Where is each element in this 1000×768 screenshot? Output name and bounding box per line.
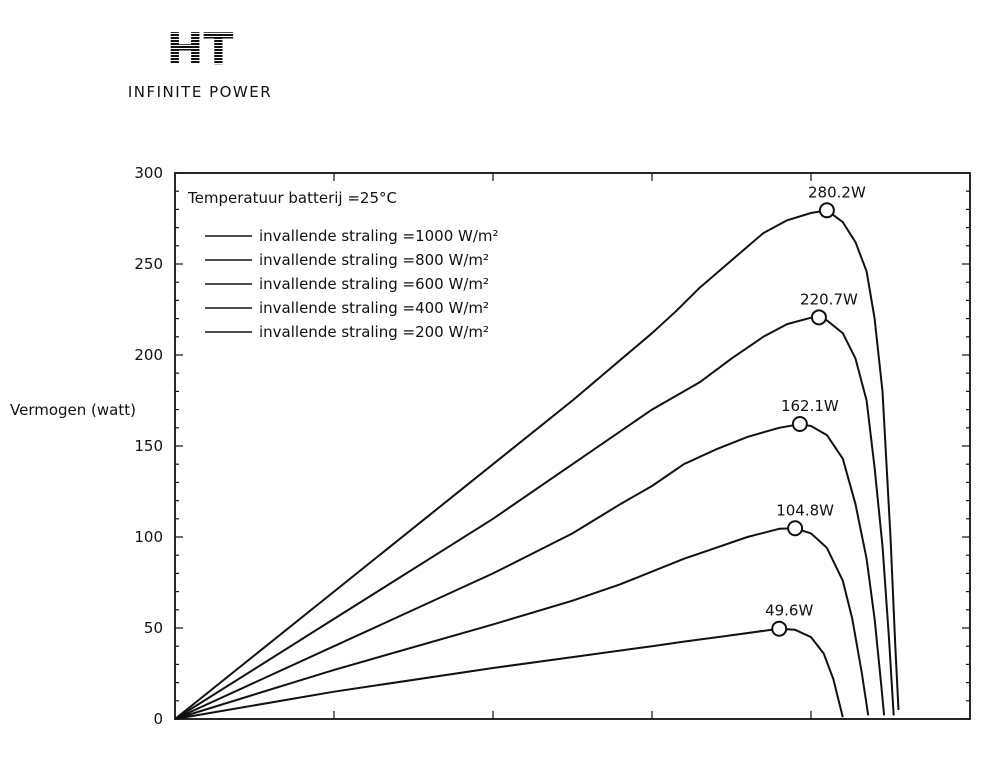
peak-label: 220.7W: [800, 290, 858, 308]
brand-tagline: INFINITE POWER: [128, 83, 272, 101]
y-tick-label: 0: [153, 710, 163, 728]
legend-entry: invallende straling =400 W/m²: [259, 299, 489, 317]
brand-logo: HT INFINITE POWER: [128, 24, 272, 101]
peak-marker: [791, 415, 808, 432]
brand-logo-mark: HT: [167, 24, 234, 75]
series-line-2: [174, 316, 895, 720]
axes-layer: 0 50 100 150 200 250 300: [134, 164, 971, 728]
y-tick-label: 250: [134, 255, 163, 273]
legend-entry: invallende straling =200 W/m²: [259, 323, 489, 341]
peak-marker: [818, 202, 835, 219]
legend-entry: invallende straling =600 W/m²: [259, 275, 489, 293]
series-layer: [174, 209, 900, 720]
y-tick-label: 100: [134, 528, 163, 546]
y-tick-label: 50: [144, 619, 163, 637]
peak-marker: [787, 520, 804, 537]
legend-entry: invallende straling =800 W/m²: [259, 251, 489, 269]
series-line-1: [174, 209, 900, 720]
y-axis-label: Vermogen (watt): [10, 401, 136, 419]
legend-entry: invallende straling =1000 W/m²: [259, 227, 499, 245]
peak-label: 280.2W: [808, 183, 866, 201]
series-line-3: [174, 423, 886, 720]
y-tick-label: 150: [134, 437, 163, 455]
peak-label: 104.8W: [776, 501, 834, 519]
peak-marker: [771, 620, 788, 637]
peak-label: 49.6W: [765, 602, 813, 620]
y-tick-label: 200: [134, 346, 163, 364]
legend-title: Temperatuur batterij =25°C: [187, 189, 397, 207]
y-tick-label: 300: [134, 164, 163, 182]
legend: Temperatuur batterij =25°C invallende st…: [187, 189, 499, 341]
series-line-4: [174, 527, 870, 720]
peak-markers: 280.2W 220.7W 162.1W 104.8W 49.6W: [765, 183, 866, 637]
peak-label: 162.1W: [781, 397, 839, 415]
peak-marker: [810, 309, 827, 326]
